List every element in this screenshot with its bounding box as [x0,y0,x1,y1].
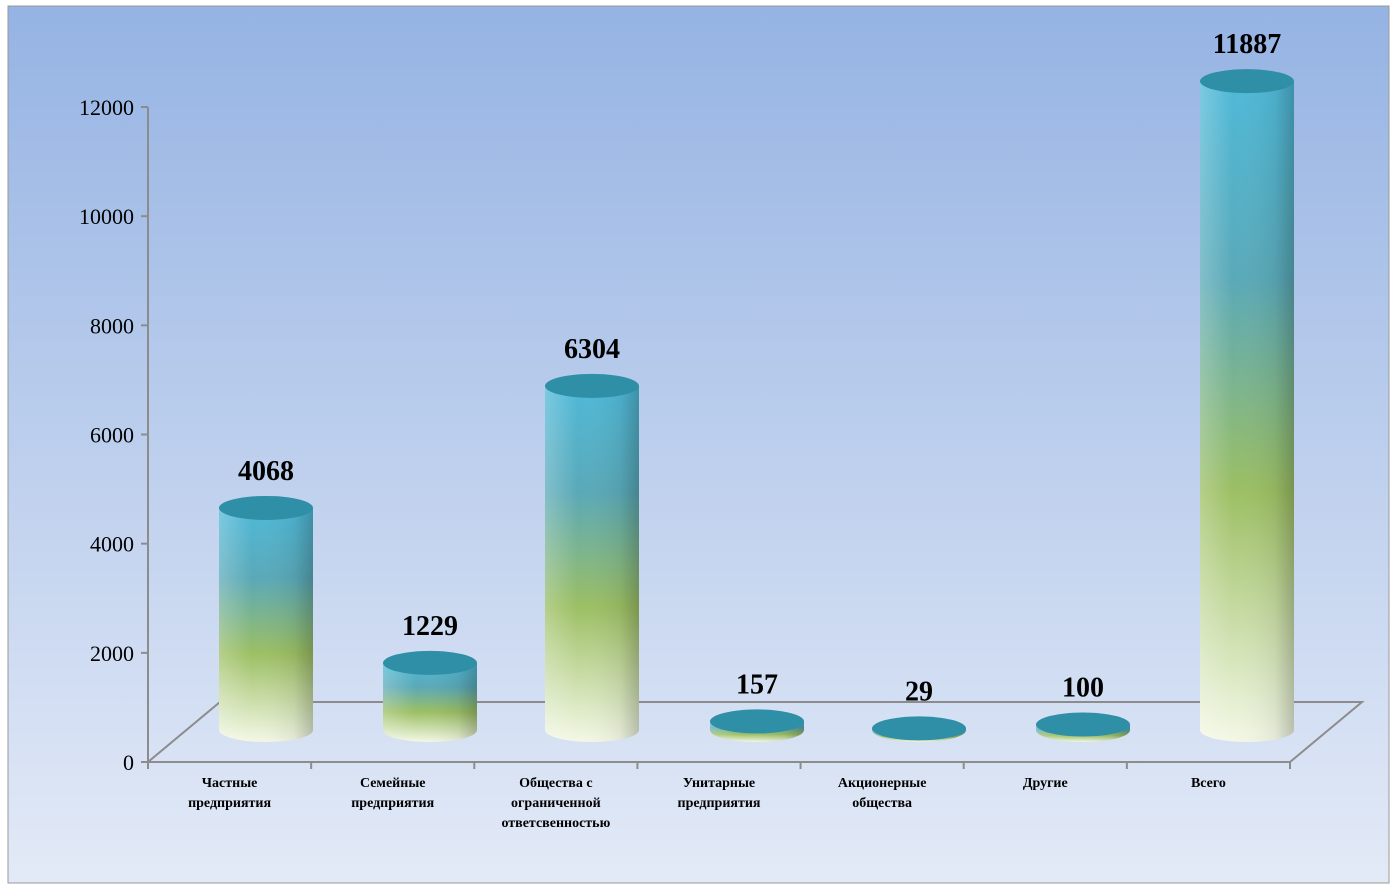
bars [219,69,1294,743]
x-tick-label: Всего [1191,776,1226,791]
x-tick-label: Акционерные общества [838,776,927,811]
x-tick-label: Другие [1023,776,1068,791]
bar-shading [383,662,477,742]
data-label: 100 [1062,673,1104,704]
y-tick-label: 6000 [90,423,134,448]
data-labels: 4068 1229 6304 157 29 100 11887 [238,29,1281,707]
chart-background [7,5,1390,884]
y-tick-label: 0 [123,750,134,775]
data-label: 11887 [1213,29,1281,60]
bar [383,650,477,742]
bar [1036,712,1130,742]
bar-shading [1200,81,1294,743]
data-label: 157 [736,669,778,700]
x-tick-label: Частные предприятия [188,776,271,811]
y-axis: 0 2000 4000 6000 8000 10000 12000 [79,95,1291,775]
x-tick-label: Семейные предприятия [351,776,434,811]
bar [710,709,804,742]
bar-cap [383,650,477,675]
bar-cap [1200,69,1294,94]
bar-cap [545,373,639,398]
bar [872,716,966,742]
data-label: 29 [905,676,933,707]
bar-shading [545,385,639,742]
y-tick-label: 10000 [79,204,134,229]
x-tick-label: Унитарные предприятия [678,776,761,811]
x-axis-labels: Частные предприятия Семейные предприятия Общ… [188,776,1226,831]
bar-cap [219,495,313,520]
bar [1200,69,1294,743]
y-tick-label: 4000 [90,532,134,557]
data-label: 1229 [402,611,458,642]
bar-cap [710,709,804,734]
y-tick-label: 12000 [79,95,134,120]
y-tick-label: 2000 [90,641,134,666]
bar [545,373,639,742]
data-label: 6304 [564,334,620,365]
floor-plane [145,701,1365,763]
bar-shading [219,507,313,742]
data-label: 4068 [238,456,294,487]
bar-cap [1036,712,1130,737]
bar [219,495,313,742]
bar-cap [872,716,966,741]
y-tick-label: 8000 [90,313,134,338]
chart-floor [145,701,1365,763]
x-tick-label: Общества с ограниченной ответсвенностью [501,776,610,831]
